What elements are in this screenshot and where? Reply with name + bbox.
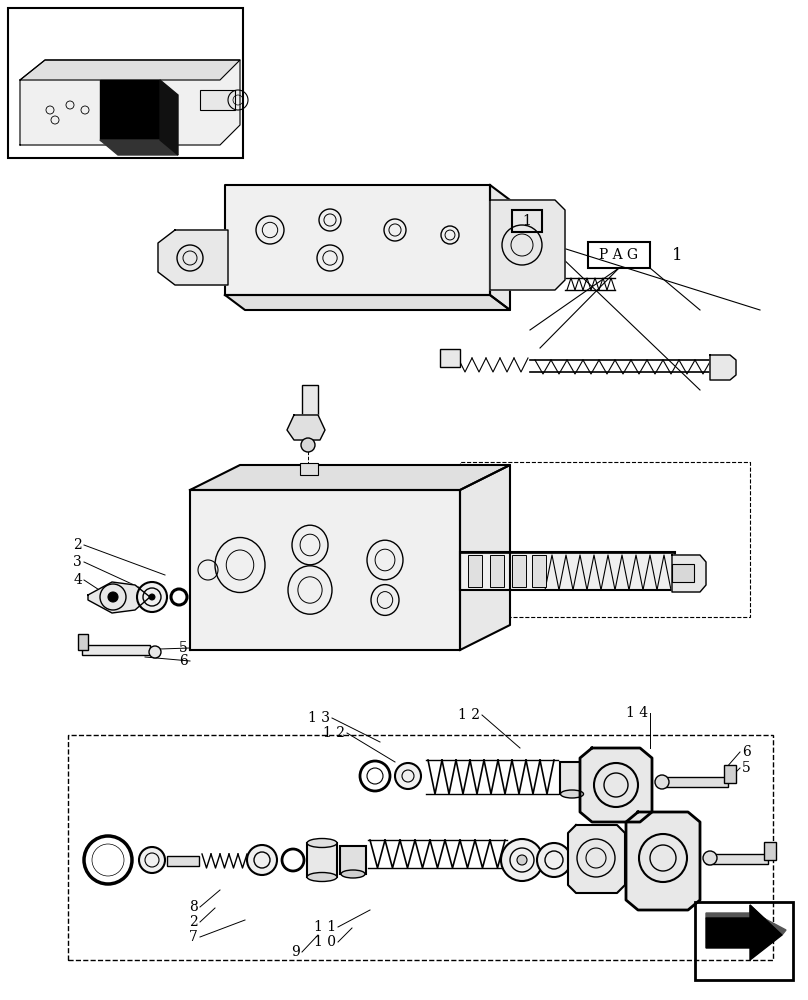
Ellipse shape <box>561 790 583 798</box>
Text: 1 3: 1 3 <box>308 711 330 725</box>
Bar <box>512 555 526 587</box>
Bar <box>8 8 243 158</box>
Bar <box>307 843 337 877</box>
Polygon shape <box>706 905 782 960</box>
Circle shape <box>108 592 118 602</box>
Bar <box>460 552 675 590</box>
Bar <box>695 902 793 980</box>
Polygon shape <box>100 80 160 140</box>
Text: 9: 9 <box>291 945 300 959</box>
Polygon shape <box>710 355 736 380</box>
Text: 6: 6 <box>179 654 188 668</box>
Polygon shape <box>190 465 510 490</box>
Polygon shape <box>88 582 150 613</box>
Bar <box>490 555 504 587</box>
Text: 3: 3 <box>74 555 82 569</box>
Bar <box>588 242 650 268</box>
Bar <box>724 765 736 783</box>
Polygon shape <box>490 200 565 290</box>
Text: 1 1: 1 1 <box>314 920 336 934</box>
Bar <box>200 90 235 110</box>
Circle shape <box>703 851 717 865</box>
Polygon shape <box>460 465 510 650</box>
Circle shape <box>149 646 161 658</box>
Circle shape <box>537 843 571 877</box>
Ellipse shape <box>307 872 337 882</box>
Polygon shape <box>225 295 510 310</box>
Bar <box>532 555 546 587</box>
Text: 1 2: 1 2 <box>323 726 345 740</box>
Polygon shape <box>287 415 325 440</box>
Ellipse shape <box>341 870 365 878</box>
Bar <box>658 777 728 787</box>
Polygon shape <box>580 748 652 822</box>
Text: 2: 2 <box>189 915 198 929</box>
Bar <box>68 735 773 960</box>
Bar <box>300 463 318 475</box>
Bar <box>560 762 585 794</box>
Text: 4: 4 <box>74 573 82 587</box>
Text: 1: 1 <box>672 246 683 263</box>
Circle shape <box>517 855 527 865</box>
Circle shape <box>301 438 315 452</box>
Text: 7: 7 <box>189 930 198 944</box>
Polygon shape <box>20 60 240 145</box>
Text: 1: 1 <box>523 214 532 228</box>
Text: 8: 8 <box>189 900 198 914</box>
Polygon shape <box>190 490 460 650</box>
Circle shape <box>139 847 165 873</box>
Circle shape <box>247 845 277 875</box>
Bar <box>340 846 366 874</box>
Bar <box>672 564 694 582</box>
Circle shape <box>655 775 669 789</box>
Text: 1 2: 1 2 <box>458 708 480 722</box>
Bar <box>82 645 150 655</box>
Polygon shape <box>225 185 490 295</box>
Text: 2: 2 <box>74 538 82 552</box>
Bar <box>78 634 88 650</box>
Polygon shape <box>20 60 240 80</box>
Text: 1 0: 1 0 <box>314 935 336 949</box>
Polygon shape <box>160 80 178 155</box>
Circle shape <box>149 594 155 600</box>
Bar <box>167 856 199 866</box>
Bar <box>440 349 460 367</box>
Circle shape <box>501 839 543 881</box>
Circle shape <box>395 763 421 789</box>
Polygon shape <box>490 185 510 310</box>
Bar <box>764 842 776 860</box>
Text: 5: 5 <box>742 761 751 775</box>
Polygon shape <box>158 230 228 285</box>
Text: P A G: P A G <box>600 248 638 262</box>
Polygon shape <box>626 812 700 910</box>
Bar <box>706 854 768 864</box>
Text: 5: 5 <box>179 641 188 655</box>
Bar <box>302 385 318 415</box>
Bar <box>460 462 750 617</box>
Ellipse shape <box>307 838 337 848</box>
Bar <box>512 210 542 232</box>
Polygon shape <box>100 140 178 155</box>
Polygon shape <box>568 825 625 893</box>
Text: 1 4: 1 4 <box>626 706 648 720</box>
Polygon shape <box>706 905 786 935</box>
Bar <box>468 555 482 587</box>
Polygon shape <box>672 555 706 592</box>
Text: 6: 6 <box>742 745 751 759</box>
Circle shape <box>137 582 167 612</box>
